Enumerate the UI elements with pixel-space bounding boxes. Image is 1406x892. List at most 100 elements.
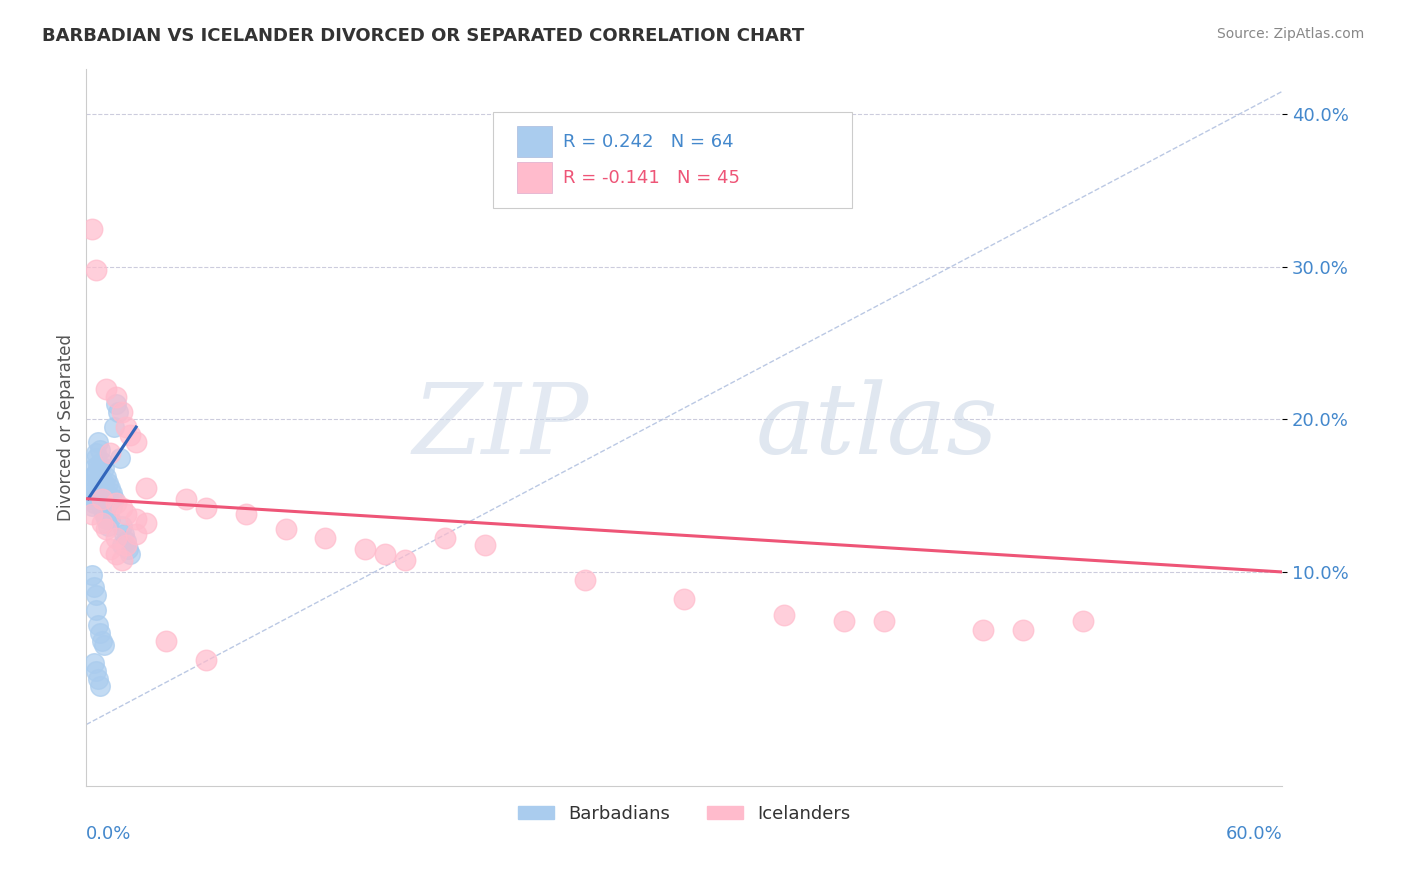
Point xyxy=(194,653,217,667)
Point xyxy=(274,522,297,536)
Point xyxy=(84,446,107,460)
Point xyxy=(125,435,148,450)
Point xyxy=(91,516,114,530)
Point xyxy=(84,450,107,465)
Point xyxy=(93,638,115,652)
Point xyxy=(82,489,104,503)
Point xyxy=(120,547,142,561)
Point xyxy=(115,507,138,521)
Point xyxy=(98,496,121,510)
Point xyxy=(120,427,142,442)
Point xyxy=(174,491,197,506)
FancyBboxPatch shape xyxy=(517,161,551,194)
Point xyxy=(82,500,104,514)
Y-axis label: Divorced or Separated: Divorced or Separated xyxy=(58,334,75,521)
Point xyxy=(1071,614,1094,628)
Point xyxy=(87,476,110,491)
Point xyxy=(82,568,104,582)
Text: 0.0%: 0.0% xyxy=(86,825,132,843)
Point xyxy=(91,491,114,506)
Text: Source: ZipAtlas.com: Source: ZipAtlas.com xyxy=(1216,27,1364,41)
Point xyxy=(235,507,257,521)
Point xyxy=(84,603,107,617)
Point xyxy=(97,476,120,491)
Point xyxy=(87,491,110,506)
Point xyxy=(97,507,120,521)
Point xyxy=(96,511,118,525)
Point xyxy=(105,496,128,510)
Point xyxy=(93,491,115,506)
Point xyxy=(872,614,894,628)
Legend: Barbadians, Icelanders: Barbadians, Icelanders xyxy=(510,797,858,830)
FancyBboxPatch shape xyxy=(517,126,551,157)
Point xyxy=(97,491,120,506)
Text: BARBADIAN VS ICELANDER DIVORCED OR SEPARATED CORRELATION CHART: BARBADIAN VS ICELANDER DIVORCED OR SEPAR… xyxy=(42,27,804,45)
Point xyxy=(82,507,104,521)
Point xyxy=(91,489,114,503)
Point xyxy=(96,382,118,396)
Point xyxy=(1012,623,1035,637)
Point xyxy=(155,633,177,648)
Point xyxy=(87,618,110,632)
Point xyxy=(115,534,138,549)
Point xyxy=(194,500,217,515)
Point xyxy=(96,485,118,500)
Point xyxy=(107,405,129,419)
Point xyxy=(314,532,336,546)
Point xyxy=(83,657,105,671)
Point xyxy=(91,500,114,515)
Point xyxy=(93,461,115,475)
Point xyxy=(87,435,110,450)
Point xyxy=(96,522,118,536)
Point xyxy=(83,580,105,594)
Point xyxy=(82,221,104,235)
Point xyxy=(93,476,115,491)
Point xyxy=(115,420,138,434)
Point xyxy=(103,491,125,506)
Point xyxy=(112,526,135,541)
Point xyxy=(91,474,114,488)
Point xyxy=(832,614,855,628)
Point xyxy=(111,405,134,419)
Point xyxy=(474,537,496,551)
Point xyxy=(84,588,107,602)
Point xyxy=(374,547,396,561)
Point xyxy=(98,446,121,460)
Point xyxy=(96,500,118,514)
Point xyxy=(125,526,148,541)
Point xyxy=(89,679,111,693)
Point xyxy=(98,511,121,525)
Point xyxy=(673,592,696,607)
Point xyxy=(117,542,139,557)
Point xyxy=(96,470,118,484)
Point xyxy=(79,491,101,506)
Point xyxy=(89,626,111,640)
Point xyxy=(98,481,121,495)
Point xyxy=(84,485,107,500)
Point xyxy=(125,511,148,525)
Point xyxy=(135,481,157,495)
Point xyxy=(91,455,114,469)
Point xyxy=(87,458,110,472)
Text: R = -0.141   N = 45: R = -0.141 N = 45 xyxy=(564,169,741,186)
Point xyxy=(98,542,121,557)
Point xyxy=(101,500,124,514)
Point xyxy=(135,516,157,530)
Point xyxy=(83,476,105,491)
Point xyxy=(84,263,107,277)
Text: ZIP: ZIP xyxy=(412,379,589,475)
Point xyxy=(89,496,111,510)
Point xyxy=(97,519,120,533)
Point xyxy=(773,607,796,622)
Point xyxy=(93,507,115,521)
Point xyxy=(89,481,111,495)
Point xyxy=(83,461,105,475)
Point xyxy=(972,623,994,637)
Point xyxy=(101,485,124,500)
Point xyxy=(83,496,105,510)
Point xyxy=(103,420,125,434)
Point xyxy=(84,466,107,480)
Point xyxy=(354,542,377,557)
Point xyxy=(79,481,101,495)
Point xyxy=(111,500,134,515)
